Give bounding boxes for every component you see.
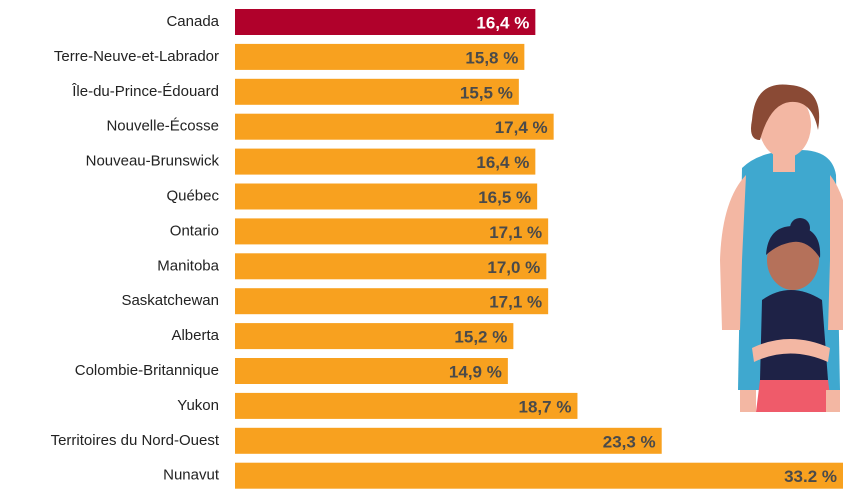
category-label: Terre-Neuve-et-Labrador bbox=[54, 48, 219, 65]
value-label: 33.2 % bbox=[784, 467, 837, 486]
category-label: Yukon bbox=[177, 397, 219, 414]
value-label: 17,1 % bbox=[489, 223, 542, 242]
value-label: 14,9 % bbox=[449, 362, 502, 381]
category-label: Territoires du Nord-Ouest bbox=[51, 432, 220, 449]
value-label: 16,4 % bbox=[476, 13, 529, 32]
value-label: 15,2 % bbox=[454, 328, 507, 347]
bar bbox=[235, 463, 843, 489]
category-label: Manitoba bbox=[157, 257, 219, 274]
value-label: 17,0 % bbox=[487, 258, 540, 277]
category-label: Colombie-Britannique bbox=[75, 362, 219, 379]
illustration bbox=[720, 84, 843, 412]
category-label: Nouvelle-Écosse bbox=[106, 118, 219, 135]
chart: Canada 16,4 % Terre-Neuve-et-Labrador 15,8 … bbox=[0, 0, 843, 489]
category-label: Saskatchewan bbox=[121, 292, 219, 309]
category-label: Nunavut bbox=[163, 467, 220, 484]
category-label: Nouveau-Brunswick bbox=[86, 153, 220, 170]
category-label: Île-du-Prince-Édouard bbox=[71, 83, 219, 100]
value-label: 16,5 % bbox=[478, 188, 531, 207]
category-label: Canada bbox=[166, 13, 219, 30]
category-label: Alberta bbox=[171, 327, 219, 344]
value-label: 17,4 % bbox=[495, 118, 548, 137]
value-label: 15,5 % bbox=[460, 83, 513, 102]
value-label: 17,1 % bbox=[489, 293, 542, 312]
value-label: 23,3 % bbox=[603, 432, 656, 451]
value-label: 15,8 % bbox=[465, 48, 518, 67]
category-label: Québec bbox=[166, 187, 219, 204]
value-label: 16,4 % bbox=[476, 153, 529, 172]
bar bbox=[235, 428, 662, 454]
category-label: Ontario bbox=[170, 222, 219, 239]
value-label: 18,7 % bbox=[519, 397, 572, 416]
